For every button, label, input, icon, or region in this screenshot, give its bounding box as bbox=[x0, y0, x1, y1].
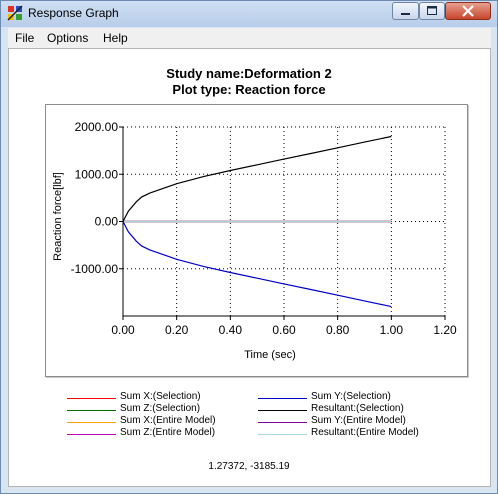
series-line-resultant-selection bbox=[122, 135, 392, 222]
x-tick-label: 1.20 bbox=[433, 323, 457, 337]
legend-swatch bbox=[258, 422, 307, 423]
legend-swatch bbox=[258, 410, 307, 411]
y-tick-label: 2000.00 bbox=[75, 120, 119, 134]
legend-label: Sum X:(Entire Model) bbox=[120, 415, 216, 426]
x-tick-label: 0.00 bbox=[111, 323, 135, 337]
legend-label: Sum X:(Selection) bbox=[120, 391, 201, 402]
legend-label: Resultant:(Entire Model) bbox=[311, 427, 419, 438]
menu-help[interactable]: Help bbox=[103, 31, 128, 45]
maximize-button[interactable] bbox=[419, 2, 445, 20]
app-icon bbox=[7, 5, 23, 21]
legend-swatch bbox=[67, 410, 116, 411]
y-tick-label: 1000.00 bbox=[75, 167, 119, 181]
minimize-icon bbox=[401, 13, 410, 15]
menu-options[interactable]: Options bbox=[47, 31, 89, 45]
legend-swatch bbox=[67, 398, 116, 399]
minimize-button[interactable] bbox=[392, 2, 419, 20]
legend-swatch bbox=[258, 398, 307, 399]
x-tick-label: 0.40 bbox=[219, 323, 243, 337]
legend-swatch bbox=[67, 434, 116, 435]
x-tick-label: 0.20 bbox=[165, 323, 189, 337]
y-axis-label: Reaction force[lbf] bbox=[52, 172, 64, 261]
y-tick-label: 0.00 bbox=[95, 215, 119, 229]
y-tick-label: -1000.00 bbox=[71, 262, 119, 276]
window-title: Response Graph bbox=[28, 6, 119, 20]
legend-label: Sum Z:(Entire Model) bbox=[120, 427, 216, 438]
series-line-sum-y-selection bbox=[122, 221, 392, 308]
legend-label: Sum Y:(Entire Model) bbox=[311, 415, 406, 426]
x-tick-label: 0.60 bbox=[272, 323, 296, 337]
title-bar[interactable]: Response Graph bbox=[1, 1, 497, 27]
close-icon bbox=[462, 5, 474, 17]
x-tick-label: 0.80 bbox=[326, 323, 350, 337]
study-name-title: Study name:Deformation 2 bbox=[166, 66, 332, 81]
legend-label: Resultant:(Selection) bbox=[311, 403, 404, 414]
plot-type-title: Plot type: Reaction force bbox=[172, 82, 326, 97]
x-axis-label: Time (sec) bbox=[244, 349, 296, 361]
menu-file[interactable]: File bbox=[15, 31, 35, 45]
legend-swatch bbox=[258, 434, 307, 435]
legend-swatch bbox=[67, 422, 116, 423]
x-tick-label: 1.00 bbox=[380, 323, 404, 337]
maximize-icon bbox=[427, 6, 437, 15]
legend-label: Sum Y:(Selection) bbox=[311, 391, 391, 402]
close-button[interactable] bbox=[445, 2, 491, 20]
cursor-coordinates: 1.27372, -3185.19 bbox=[208, 461, 290, 472]
chart-frame bbox=[45, 104, 468, 377]
legend-label: Sum Z:(Selection) bbox=[120, 403, 201, 414]
